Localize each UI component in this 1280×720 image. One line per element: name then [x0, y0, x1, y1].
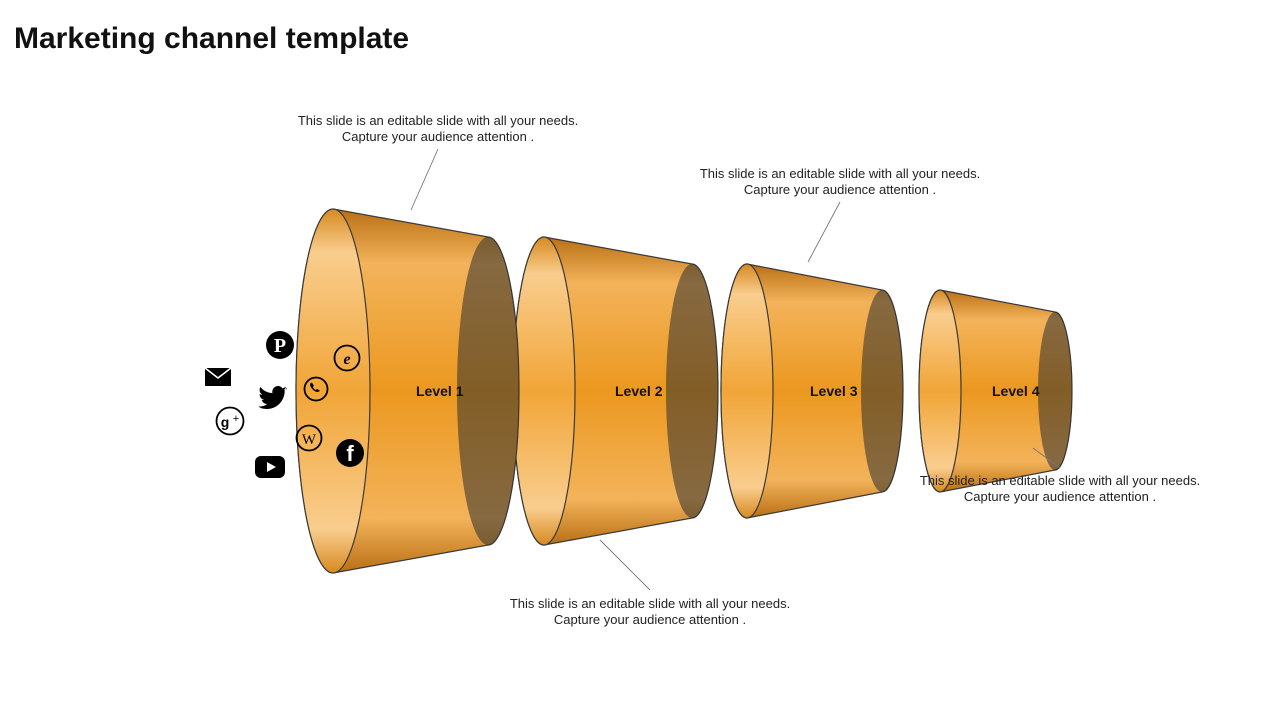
twitter-icon: [257, 386, 287, 412]
pinterest-icon: P: [265, 330, 295, 360]
email-icon: [205, 368, 231, 386]
social-icons-cluster: P e g + W f: [205, 330, 375, 490]
whatsapp-icon: [303, 376, 329, 402]
annotation-3-line1: This slide is an editable slide with all…: [460, 596, 840, 612]
annotation-3: This slide is an editable slide with all…: [460, 596, 840, 629]
annotation-3-line2: Capture your audience attention .: [460, 612, 840, 628]
googleplus-icon: g +: [215, 406, 245, 436]
svg-text:+: +: [233, 413, 239, 425]
ie-icon: e: [333, 344, 361, 372]
segment-label-1: Level 1: [416, 383, 463, 399]
svg-text:g: g: [221, 414, 230, 430]
annotation-4-line1: This slide is an editable slide with all…: [870, 473, 1250, 489]
annotation-4: This slide is an editable slide with all…: [870, 473, 1250, 506]
svg-text:e: e: [343, 351, 350, 368]
annotation-1: This slide is an editable slide with all…: [248, 113, 628, 146]
annotation-1-line1: This slide is an editable slide with all…: [248, 113, 628, 129]
slide-stage: { "title": "Marketing channel template",…: [0, 0, 1280, 720]
annotation-2-line1: This slide is an editable slide with all…: [650, 166, 1030, 182]
segment-label-4: Level 4: [992, 383, 1039, 399]
segment-label-2: Level 2: [615, 383, 662, 399]
annotation-4-line2: Capture your audience attention .: [870, 489, 1250, 505]
svg-text:W: W: [302, 432, 317, 448]
annotation-2-line2: Capture your audience attention .: [650, 182, 1030, 198]
svg-text:f: f: [346, 441, 354, 466]
annotation-2: This slide is an editable slide with all…: [650, 166, 1030, 199]
segment-label-3: Level 3: [810, 383, 857, 399]
youtube-icon: [255, 456, 285, 478]
wordpress-icon: W: [295, 424, 323, 452]
annotation-1-line2: Capture your audience attention .: [248, 129, 628, 145]
svg-text:P: P: [274, 335, 286, 357]
facebook-icon: f: [335, 438, 365, 468]
